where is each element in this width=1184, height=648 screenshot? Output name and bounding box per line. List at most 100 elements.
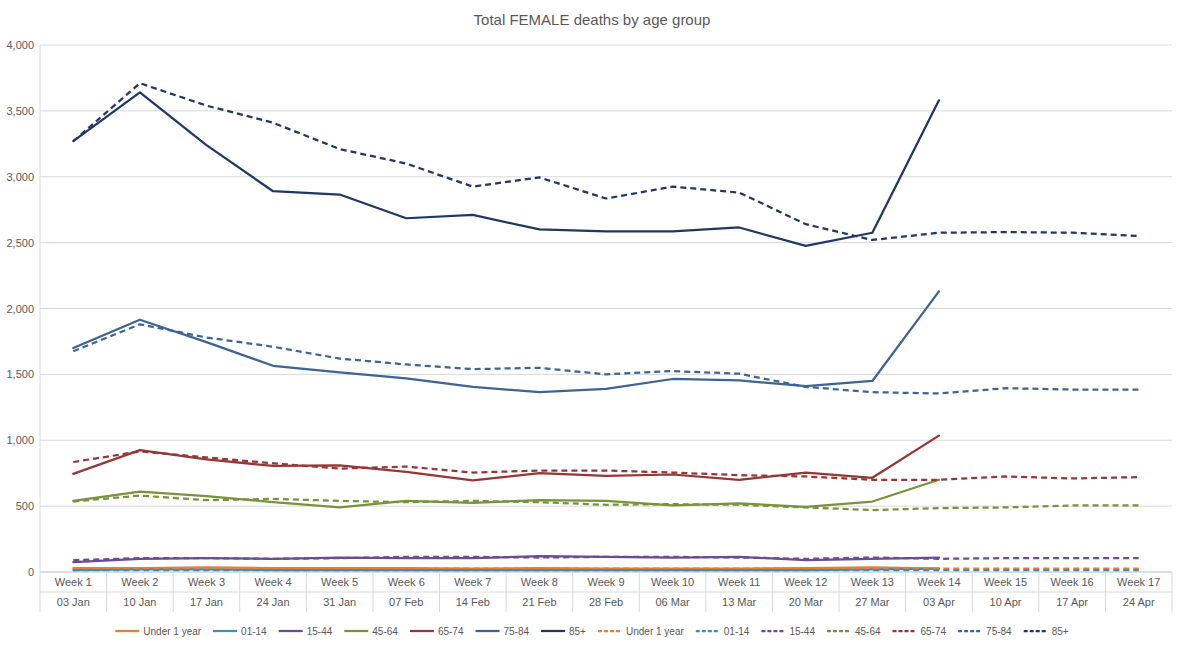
grid-line [40,572,1172,573]
x-date-label: 10 Jan [123,596,156,608]
series-line [73,480,939,508]
x-tick-label: Week 9 [587,576,624,588]
lines [73,83,1138,570]
x-tick-label: Week 17 [1117,576,1160,588]
grid-line [40,45,1172,46]
x-tick-label: Week 11 [718,576,760,588]
x-tick-label: Week 4 [255,576,292,588]
legend-label: 85+ [1052,626,1069,637]
legend-item: 01-14 [696,626,750,637]
x-tick-label: Week 3 [188,576,225,588]
legend-swatch [279,630,303,632]
x-date-label: 21 Feb [522,596,556,608]
y-tick-label: 2,500 [6,237,34,249]
legend-label: 15-44 [307,626,333,637]
x-date-label: 20 Mar [789,596,824,608]
legend-label: 01-14 [724,626,750,637]
x-tick-label: Week 1 [55,576,92,588]
x-tick-label: Week 10 [651,576,694,588]
x-date-label: 10 Apr [990,596,1022,608]
y-tick-label: 1,000 [6,434,34,446]
x-date-label: 13 Mar [722,596,757,608]
legend-item: 85+ [1024,626,1069,637]
legend-swatch [827,630,851,632]
x-date-label: 24 Jan [257,596,290,608]
x-tick-label: Week 8 [521,576,558,588]
legend-item: Under 1 year [598,626,684,637]
x-date-label: 17 Apr [1056,596,1088,608]
x-date-label: 03 Apr [923,596,955,608]
y-tick-label: 500 [16,500,34,512]
x-date-label: 06 Mar [655,596,690,608]
x-tick-label: Week 15 [984,576,1027,588]
legend-label: 75-84 [504,626,530,637]
y-tick-label: 1,500 [6,368,34,380]
y-axis-line [40,45,41,572]
legend-item: 85+ [541,626,586,637]
y-tick-label: 2,000 [6,303,34,315]
legend-item: 75-84 [476,626,530,637]
series-line [73,557,1138,560]
grid-line [40,176,1172,177]
legend-label: 45-64 [372,626,398,637]
legend-swatch [410,630,434,632]
legend-item: 45-64 [827,626,881,637]
x-tick-label: Week 2 [121,576,158,588]
series-line [73,451,1138,479]
legend-swatch [213,630,237,632]
x-tick-label: Week 13 [851,576,894,588]
legend-item: 75-84 [958,626,1012,637]
x-date-label: 14 Feb [456,596,490,608]
grid-line [40,110,1172,111]
legend-label: 45-64 [855,626,881,637]
legend-label: Under 1 year [626,626,684,637]
background [0,0,1184,648]
category-level-line [40,592,1172,593]
x-date-label: 27 Mar [855,596,890,608]
legend-label: 01-14 [241,626,267,637]
x-tick-label: Week 16 [1051,576,1094,588]
legend-swatch [115,630,139,632]
x-tick-label: Week 14 [917,576,960,588]
series-line [73,291,939,392]
legend-swatch [696,630,720,632]
chart: Total FEMALE deaths by age group 0 500 1,00… [0,0,1184,648]
legend-swatch [476,630,500,632]
series-line [73,568,1138,570]
x-date-label: 17 Jan [190,596,223,608]
legend-label: 85+ [569,626,586,637]
grid [40,45,1172,572]
y-tick-label: 4,000 [6,39,34,51]
legend-item: 45-64 [344,626,398,637]
legend-item: 65-74 [410,626,464,637]
x-tick-label: Week 5 [321,576,358,588]
legend-swatch [761,630,785,632]
x-tick-label: Week 6 [388,576,425,588]
grid-line [40,308,1172,309]
legend-item: 65-74 [893,626,947,637]
legend-swatch [958,630,982,632]
series-line [73,83,1138,240]
legend-item: 01-14 [213,626,267,637]
x-date-label: 07 Feb [389,596,423,608]
series-line [73,92,939,245]
grid-line [40,440,1172,441]
x-tick-label: Week 12 [784,576,827,588]
legend: Under 1 year 01-14 15-44 45-64 65-74 75-84 85+… [115,626,1069,637]
legend-item: Under 1 year [115,626,201,637]
title: Total FEMALE deaths by age group [474,11,711,28]
legend-swatch [598,630,622,632]
legend-label: Under 1 year [143,626,201,637]
x-date-label: 24 Apr [1123,596,1155,608]
legend-swatch [541,630,565,632]
x-tick-label: Week 7 [454,576,491,588]
legend-swatch [344,630,368,632]
y-tick-label: 0 [28,566,34,578]
legend-item: 15-44 [279,626,333,637]
legend-swatch [1024,630,1048,632]
series-line [73,569,1138,571]
legend-swatch [893,630,917,632]
x-date-label: 28 Feb [589,596,623,608]
series-line [73,496,1138,510]
series-line [73,324,1138,393]
